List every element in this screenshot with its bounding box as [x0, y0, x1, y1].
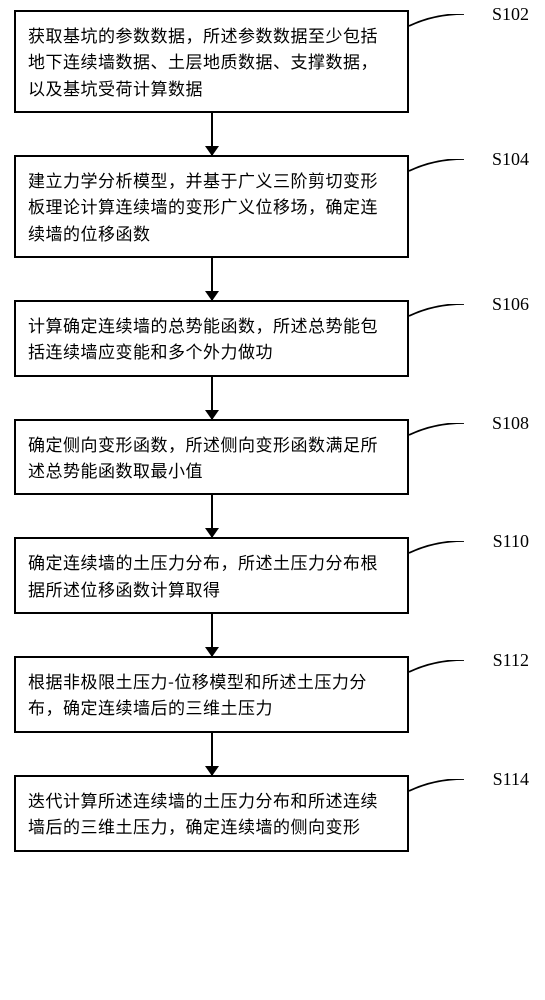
step-S108: 确定侧向变形函数，所述侧向变形函数满足所述总势能函数取最小值 S108 — [8, 419, 537, 496]
step-text: 获取基坑的参数数据，所述参数数据至少包括地下连续墙数据、土层地质数据、支撑数据，… — [28, 22, 378, 100]
connector — [14, 377, 543, 419]
label-connector-curve — [409, 304, 469, 342]
step-box: 确定连续墙的土压力分布，所述土压力分布根据所述位移函数计算取得 — [14, 537, 409, 614]
step-box: 计算确定连续墙的总势能函数，所述总势能包括连续墙应变能和多个外力做功 — [14, 300, 409, 377]
step-label: S110 — [493, 531, 529, 552]
step-S114: 迭代计算所述连续墙的土压力分布和所述连续墙后的三维土压力，确定连续墙的侧向变形 … — [8, 775, 537, 852]
label-connector-curve — [409, 423, 469, 461]
step-S106: 计算确定连续墙的总势能函数，所述总势能包括连续墙应变能和多个外力做功 S106 — [8, 300, 537, 377]
step-box: 根据非极限土压力-位移模型和所述土压力分布，确定连续墙后的三维土压力 — [14, 656, 409, 733]
label-connector-curve — [409, 541, 469, 579]
step-box: 迭代计算所述连续墙的土压力分布和所述连续墙后的三维土压力，确定连续墙的侧向变形 — [14, 775, 409, 852]
step-text: 建立力学分析模型，并基于广义三阶剪切变形板理论计算连续墙的变形广义位移场，确定连… — [28, 167, 378, 245]
step-text: 根据非极限土压力-位移模型和所述土压力分布，确定连续墙后的三维土压力 — [28, 668, 367, 719]
step-text: 确定侧向变形函数，所述侧向变形函数满足所述总势能函数取最小值 — [28, 431, 378, 482]
connector — [14, 495, 543, 537]
connector — [14, 113, 543, 155]
connector — [14, 733, 543, 775]
step-box: 确定侧向变形函数，所述侧向变形函数满足所述总势能函数取最小值 — [14, 419, 409, 496]
label-connector-curve — [409, 159, 469, 197]
step-label: S104 — [492, 149, 529, 170]
step-label: S108 — [492, 413, 529, 434]
step-label: S112 — [493, 650, 529, 671]
step-label: S106 — [492, 294, 529, 315]
step-S102: 获取基坑的参数数据，所述参数数据至少包括地下连续墙数据、土层地质数据、支撑数据，… — [8, 10, 537, 113]
step-S104: 建立力学分析模型，并基于广义三阶剪切变形板理论计算连续墙的变形广义位移场，确定连… — [8, 155, 537, 258]
step-text: 确定连续墙的土压力分布，所述土压力分布根据所述位移函数计算取得 — [28, 549, 378, 600]
label-connector-curve — [409, 14, 469, 52]
step-S110: 确定连续墙的土压力分布，所述土压力分布根据所述位移函数计算取得 S110 — [8, 537, 537, 614]
label-connector-curve — [409, 779, 469, 817]
flowchart: 获取基坑的参数数据，所述参数数据至少包括地下连续墙数据、土层地质数据、支撑数据，… — [8, 10, 537, 852]
step-text: 迭代计算所述连续墙的土压力分布和所述连续墙后的三维土压力，确定连续墙的侧向变形 — [28, 787, 378, 838]
step-text: 计算确定连续墙的总势能函数，所述总势能包括连续墙应变能和多个外力做功 — [28, 312, 378, 363]
connector — [14, 614, 543, 656]
label-connector-curve — [409, 660, 469, 698]
step-label: S102 — [492, 4, 529, 25]
step-box: 建立力学分析模型，并基于广义三阶剪切变形板理论计算连续墙的变形广义位移场，确定连… — [14, 155, 409, 258]
connector — [14, 258, 543, 300]
step-label: S114 — [493, 769, 529, 790]
step-box: 获取基坑的参数数据，所述参数数据至少包括地下连续墙数据、土层地质数据、支撑数据，… — [14, 10, 409, 113]
step-S112: 根据非极限土压力-位移模型和所述土压力分布，确定连续墙后的三维土压力 S112 — [8, 656, 537, 733]
